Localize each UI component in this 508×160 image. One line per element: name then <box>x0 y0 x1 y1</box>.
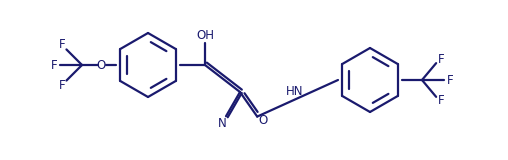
Text: F: F <box>447 73 453 87</box>
Text: OH: OH <box>196 28 214 41</box>
Text: O: O <box>259 114 268 127</box>
Text: F: F <box>51 59 57 72</box>
Text: F: F <box>59 79 66 92</box>
Text: F: F <box>438 53 444 66</box>
Text: F: F <box>438 94 444 107</box>
Text: O: O <box>97 59 106 72</box>
Text: F: F <box>59 38 66 51</box>
Text: HN: HN <box>286 85 303 98</box>
Text: N: N <box>217 117 227 130</box>
